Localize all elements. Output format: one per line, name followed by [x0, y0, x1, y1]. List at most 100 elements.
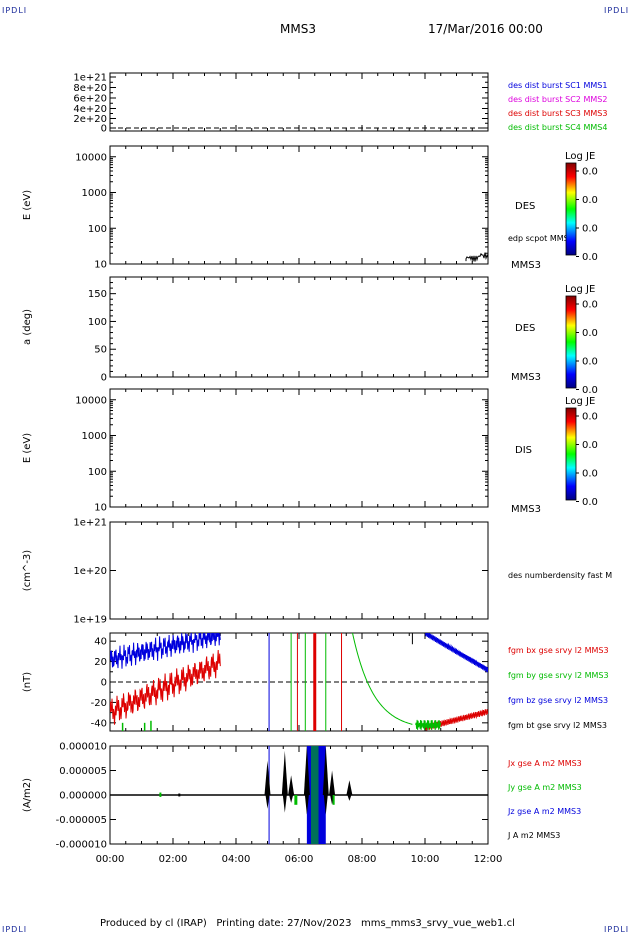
des-pitch-sat-label: MMS3 [511, 372, 541, 383]
j-spike-neg [347, 795, 352, 801]
des-pitch-y-tick-label: 50 [94, 345, 107, 356]
burst-y-tick-label: 1e+21 [73, 73, 107, 84]
corner-mark-top-left: IPDLI [2, 6, 28, 15]
dis-energy-y-tick-label: 10000 [75, 395, 107, 406]
dis-energy-y-tick-label: 100 [88, 467, 107, 478]
fgm-y-tick-label: -20 [91, 698, 107, 709]
colorbar-des-pitch-title: Log JE [565, 284, 595, 295]
time-axis-label: 08:00 [348, 854, 377, 865]
j-spike-neg [282, 795, 287, 813]
burst-panel-frame [109, 72, 489, 132]
current-legend-3: Jz gse A m2 MMS3 [507, 807, 581, 816]
by-series-line-late [415, 719, 442, 731]
density-y-tick-label: 1e+20 [73, 566, 107, 577]
time-axis-label: 04:00 [222, 854, 251, 865]
colorbar-des-pitch [565, 295, 577, 389]
des-energy-y-tick-label: 1000 [82, 188, 107, 199]
time-axis-label: 02:00 [159, 854, 188, 865]
j-spike-neg [304, 795, 309, 815]
burst-legend-2: des dist burst SC2 MMS2 [508, 95, 607, 104]
current-legend-2: Jy gse A m2 MMS3 [507, 783, 582, 792]
colorbar-des-energy [565, 162, 577, 256]
j-spike [281, 750, 288, 795]
burst-y-tick-label: 4e+20 [73, 104, 107, 115]
current-axis-title: (A/m2) [22, 778, 33, 812]
colorbar-des-pitch-tick-label: 0.0 [582, 385, 598, 396]
plot-date: 17/Mar/2016 00:00 [428, 22, 543, 36]
fgm-legend-3: fgm bz gse srvy l2 MMS3 [508, 696, 608, 705]
des-energy-y-tick-label: 100 [88, 224, 107, 235]
time-axis-label: 12:00 [474, 854, 503, 865]
bz-series-line-late [425, 633, 488, 673]
j-spike-neg [289, 795, 294, 803]
corner-mark-bottom-left: IPDLI [2, 925, 28, 934]
des-energy-panel-frame [109, 145, 489, 265]
des-pitch-panel-frame [109, 276, 489, 378]
colorbar-des-energy-tick-label: 0.0 [582, 224, 598, 235]
fgm-legend-1: fgm bx gse srvy l2 MMS3 [508, 646, 609, 655]
j-spike [303, 746, 310, 795]
colorbar-des-energy-tick-label: 0.0 [582, 195, 598, 206]
fgm-y-tick-label: 0 [101, 678, 107, 689]
colorbar-des-energy-title: Log JE [565, 151, 595, 162]
corner-mark-bottom-right: IPDLI [604, 925, 630, 934]
colorbar-dis-energy-tick-label: 0.0 [582, 412, 598, 423]
j-spike [288, 775, 295, 795]
j-spike [322, 746, 329, 795]
spacecraft-title: MMS3 [280, 22, 316, 36]
j-spike-neg [323, 795, 328, 815]
des-label: DES [515, 201, 535, 212]
scpot-label: edp scpot MMS3 [508, 234, 574, 243]
density-y-tick-label: 1e+21 [73, 518, 107, 529]
des-energy-y-tick-label: 10 [94, 260, 107, 271]
corner-mark-top-right: IPDLI [604, 6, 630, 15]
fgm-legend-2: fgm by gse srvy l2 MMS3 [508, 671, 609, 680]
colorbar-dis-energy-tick-label: 0.0 [582, 469, 598, 480]
fgm-y-tick-label: -40 [91, 718, 107, 729]
fgm-legend-4: fgm bt gse srvy l2 MMS3 [508, 721, 607, 730]
footer-credit: Produced by cl (IRAP) Printing date: 27/… [100, 918, 515, 929]
current-y-tick-label: 0.000010 [59, 742, 107, 753]
fgm-y-tick-label: 20 [94, 657, 107, 668]
des-pitch-axis-title: a (deg) [22, 309, 33, 345]
current-y-tick-label: -0.000010 [56, 840, 107, 851]
colorbar-dis-energy-title: Log JE [565, 396, 595, 407]
colorbar-des-energy-tick-label: 0.0 [582, 252, 598, 263]
time-axis-label: 00:00 [96, 854, 125, 865]
current-legend-1: Jx gse A m2 MMS3 [507, 759, 582, 768]
fgm-axis-title: (nT) [22, 672, 33, 692]
burst-legend-1: des dist burst SC1 MMS1 [508, 81, 607, 90]
fgm-y-tick-label: 40 [94, 637, 107, 648]
des-pitch-y-tick-label: 0 [101, 373, 107, 384]
des-pitch-y-tick-label: 100 [88, 317, 107, 328]
burst-y-tick-label: 8e+20 [73, 83, 107, 94]
colorbar-des-pitch-tick-label: 0.0 [582, 300, 598, 311]
current-y-tick-label: -0.000005 [56, 815, 107, 826]
j-spike [329, 770, 336, 795]
density-label: des numberdensity fast M [508, 571, 612, 580]
burst-y-tick-label: 6e+20 [73, 94, 107, 105]
current-y-tick-label: 0.000005 [59, 766, 107, 777]
dis-sat-label: MMS3 [511, 504, 541, 515]
time-axis-label: 06:00 [285, 854, 314, 865]
colorbar-dis-energy [565, 407, 577, 501]
dis-energy-axis-title: E (eV) [22, 433, 33, 463]
current-y-tick-label: 0.000000 [59, 791, 107, 802]
des-sat-label: MMS3 [511, 260, 541, 271]
bx-series-line [110, 649, 221, 725]
colorbar-dis-energy-tick-label: 0.0 [582, 440, 598, 451]
j-spike [346, 780, 353, 795]
time-axis-label: 10:00 [411, 854, 440, 865]
scpot-trace [465, 252, 489, 262]
dis-energy-panel-frame [109, 388, 489, 508]
density-axis-title: (cm^-3) [22, 550, 33, 591]
j-spike-neg [265, 795, 270, 809]
current-series-group [110, 746, 488, 844]
current-legend-4: J A m2 MMS3 [507, 831, 560, 840]
j-spike [264, 760, 271, 795]
des-pitch-y-tick-label: 150 [88, 289, 107, 300]
dis-label: DIS [515, 445, 532, 456]
des-energy-axis-title: E (eV) [22, 190, 33, 220]
des-energy-y-tick-label: 10000 [75, 152, 107, 163]
